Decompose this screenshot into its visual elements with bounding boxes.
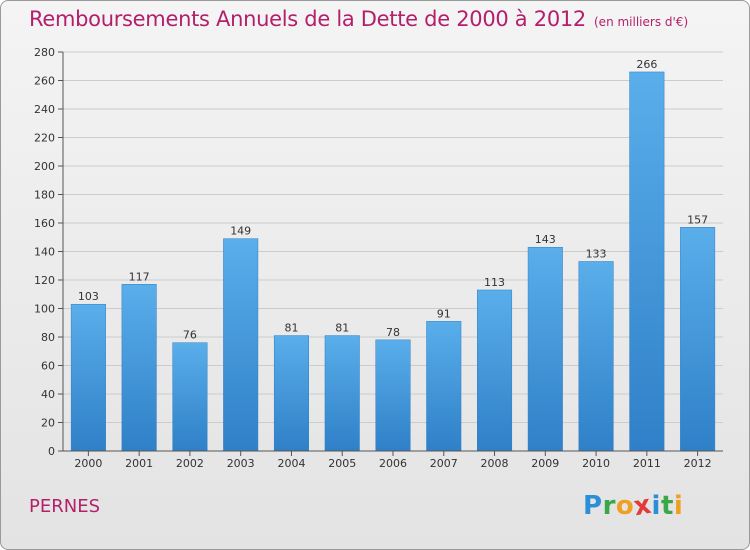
logo-letter: t bbox=[660, 491, 674, 521]
data-label: 78 bbox=[386, 326, 400, 339]
y-tick-label: 160 bbox=[34, 217, 55, 230]
data-label: 157 bbox=[687, 213, 708, 226]
y-tick-label: 180 bbox=[34, 189, 55, 202]
bar bbox=[629, 71, 665, 452]
bar bbox=[223, 238, 259, 452]
data-label: 117 bbox=[129, 270, 150, 283]
logo-letter: i bbox=[651, 491, 661, 521]
y-tick-label: 0 bbox=[48, 445, 55, 458]
y-tick-label: 260 bbox=[34, 75, 55, 88]
x-tick-label: 2001 bbox=[125, 457, 153, 470]
bar bbox=[680, 227, 716, 452]
data-label: 76 bbox=[183, 329, 197, 342]
proxiti-logo: Proxiti bbox=[583, 490, 684, 523]
x-tick-label: 2005 bbox=[328, 457, 356, 470]
x-tick-label: 2007 bbox=[430, 457, 458, 470]
bar bbox=[121, 284, 157, 452]
bar bbox=[578, 261, 614, 452]
data-label: 103 bbox=[78, 290, 99, 303]
bar bbox=[273, 335, 309, 452]
bar bbox=[375, 339, 411, 452]
x-tick-label: 2008 bbox=[481, 457, 509, 470]
logo-letter: o bbox=[615, 491, 635, 521]
y-tick-label: 80 bbox=[41, 331, 55, 344]
y-tick-label: 280 bbox=[34, 46, 55, 59]
data-label: 81 bbox=[335, 322, 349, 335]
y-tick-label: 100 bbox=[34, 303, 55, 316]
data-label: 149 bbox=[230, 225, 251, 238]
data-label: 91 bbox=[437, 307, 451, 320]
data-label: 133 bbox=[586, 247, 607, 260]
bar bbox=[527, 246, 563, 452]
y-tick-label: 140 bbox=[34, 246, 55, 259]
x-tick-label: 2011 bbox=[633, 457, 661, 470]
data-label: 113 bbox=[484, 276, 505, 289]
y-tick-label: 40 bbox=[41, 388, 55, 401]
x-tick-label: 2006 bbox=[379, 457, 407, 470]
bar bbox=[477, 289, 513, 452]
bar bbox=[426, 321, 462, 452]
data-label: 81 bbox=[284, 322, 298, 335]
data-label: 143 bbox=[535, 233, 556, 246]
y-tick-label: 20 bbox=[41, 417, 55, 430]
x-tick-label: 2004 bbox=[277, 457, 305, 470]
bar bbox=[324, 335, 360, 452]
y-tick-label: 200 bbox=[34, 160, 55, 173]
x-tick-label: 2002 bbox=[176, 457, 204, 470]
bar bbox=[70, 303, 106, 452]
x-tick-label: 2009 bbox=[531, 457, 559, 470]
x-tick-label: 2000 bbox=[74, 457, 102, 470]
data-labels: 103 117 76 149 81 81 78 91 113 143 133 266 157 bbox=[78, 58, 708, 342]
chart-title: Remboursements Annuels de la Dette de 20… bbox=[29, 7, 688, 31]
data-label: 266 bbox=[636, 58, 657, 71]
y-tick-label: 120 bbox=[34, 274, 55, 287]
x-tick-label: 2012 bbox=[684, 457, 712, 470]
logo-letter: i bbox=[673, 491, 684, 521]
logo-letter: r bbox=[602, 491, 616, 521]
y-tick-label: 220 bbox=[34, 132, 55, 145]
title-text: Remboursements Annuels de la Dette de 20… bbox=[29, 7, 586, 31]
y-tick-label: 60 bbox=[41, 360, 55, 373]
x-tick-label: 2010 bbox=[582, 457, 610, 470]
logo-letter: P bbox=[583, 491, 603, 521]
place-name: PERNES bbox=[29, 496, 100, 517]
x-tick-label: 2003 bbox=[227, 457, 255, 470]
y-tick-label: 240 bbox=[34, 103, 55, 116]
bar bbox=[172, 342, 208, 452]
axes: 0 20 40 60 80 100 120 140 160 180 200 220 240 260 280 2… bbox=[34, 46, 723, 470]
chart-subtitle: (en milliers d'€) bbox=[594, 15, 689, 29]
